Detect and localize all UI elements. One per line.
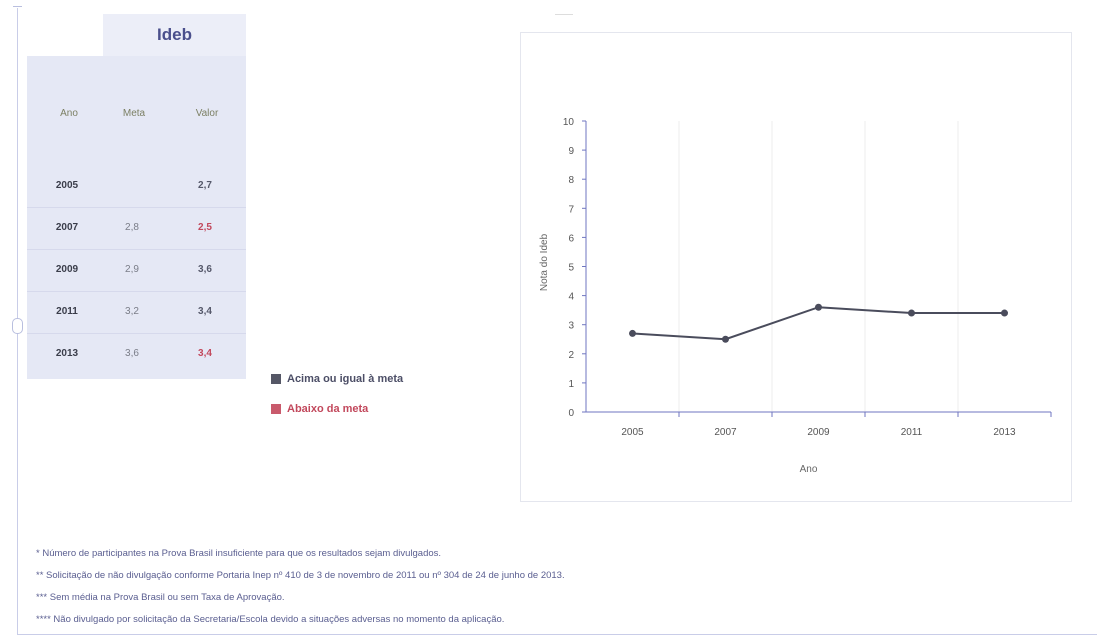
y-tick-label: 8	[568, 175, 574, 186]
row-meta: 3,2	[125, 306, 139, 317]
row-separator	[27, 333, 246, 334]
ideb-table-header: Ano Meta Valor	[27, 56, 246, 174]
row-separator	[27, 207, 246, 208]
x-tick-label: 2013	[993, 427, 1016, 438]
row-year: 2007	[55, 222, 79, 233]
data-point	[908, 309, 915, 317]
footnote-4: **** Não divulgado por solicitação da Se…	[36, 614, 505, 625]
row-meta	[102, 166, 162, 206]
footnotes: * Número de participantes na Prova Brasi…	[36, 543, 1036, 631]
header-valor: Valor	[195, 108, 219, 119]
row-meta: 2,9	[125, 264, 139, 275]
legend-below-swatch	[271, 404, 281, 414]
row-year: 2005	[55, 180, 79, 191]
row-year: 2009	[55, 264, 79, 275]
table-row: 2013 3,6 3,4	[27, 334, 246, 374]
table-row: 2007 2,8 2,5	[27, 208, 246, 248]
row-valor: 3,6	[198, 264, 212, 275]
row-meta: 3,6	[125, 348, 139, 359]
legend-above-meta: Acima ou igual à meta	[271, 373, 403, 385]
row-valor: 2,7	[198, 180, 212, 191]
data-point	[815, 303, 822, 311]
timeline-handle[interactable]	[12, 318, 23, 334]
timeline-horizontal-line	[17, 634, 1097, 635]
ideb-table-title: Ideb	[103, 14, 246, 56]
legend-below-meta: Abaixo da meta	[271, 403, 368, 415]
row-separator	[27, 291, 246, 292]
x-axis-label: Ano	[800, 464, 818, 475]
ideb-line-chart: 0 1 2 3 4 5 6 7 8 9 10 2005 2007 2009 2011 2013 Ano Nota …	[520, 32, 1072, 502]
legend-below-label: Abaixo da meta	[287, 403, 369, 415]
row-valor: 2,5	[198, 222, 212, 233]
header-ano: Ano	[60, 108, 78, 119]
y-axis-label: Nota do Ideb	[539, 233, 550, 291]
header-meta: Meta	[122, 108, 146, 119]
chart-svg: 0 1 2 3 4 5 6 7 8 9 10 2005 2007 2009 2011 2013 Ano Nota …	[539, 117, 1052, 475]
x-tick-label: 2009	[807, 427, 830, 438]
y-tick-label: 5	[568, 263, 574, 274]
y-tick-label: 2	[568, 350, 574, 361]
data-point	[629, 329, 636, 337]
row-valor: 3,4	[198, 348, 212, 359]
y-tick-label: 7	[568, 204, 574, 215]
footnote-3: *** Sem média na Prova Brasil ou sem Tax…	[36, 592, 285, 603]
table-row: 2009 2,9 3,6	[27, 250, 246, 290]
y-tick-label: 3	[568, 321, 574, 332]
y-tick-label: 4	[568, 292, 574, 303]
row-meta: 2,8	[125, 222, 139, 233]
row-year: 2013	[55, 348, 79, 359]
y-tick-label: 0	[568, 408, 574, 419]
y-tick-label: 10	[563, 117, 575, 128]
footnote-2: ** Solicitação de não divulgação conform…	[36, 570, 565, 581]
row-separator	[27, 249, 246, 250]
legend-above-label: Acima ou igual à meta	[287, 373, 404, 385]
x-tick-label: 2005	[621, 427, 644, 438]
timeline-top-tick	[13, 6, 22, 7]
row-valor: 3,4	[198, 306, 212, 317]
data-point	[1001, 309, 1008, 317]
row-year: 2011	[56, 306, 78, 317]
x-tick-label: 2011	[901, 427, 923, 438]
y-tick-label: 1	[568, 379, 574, 390]
y-tick-label: 6	[568, 233, 574, 244]
y-tick-label: 9	[568, 146, 574, 157]
table-row: 2011 3,2 3,4	[27, 292, 246, 332]
series-line	[632, 306, 1005, 341]
data-point	[722, 335, 729, 343]
footnote-1: * Número de participantes na Prova Brasi…	[36, 548, 442, 559]
ideb-table: Ano Meta Valor 2005 2,7 2007 2,8 2,5 2009 2,9 3…	[27, 56, 246, 379]
x-tick-label: 2007	[714, 427, 737, 438]
chart-top-mark	[555, 14, 573, 15]
legend-above-swatch	[271, 374, 281, 384]
table-row: 2005 2,7	[27, 166, 246, 206]
